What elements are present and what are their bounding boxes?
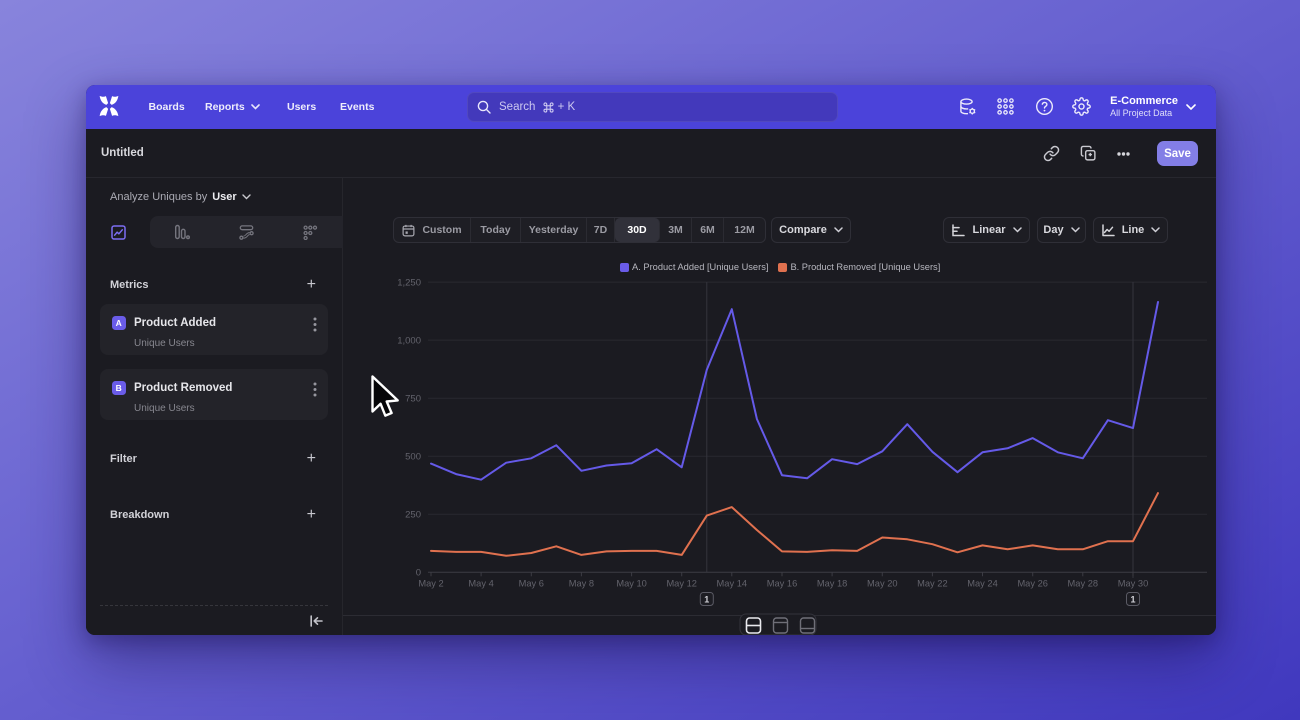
svg-text:May 18: May 18 xyxy=(817,579,848,589)
svg-text:May 30: May 30 xyxy=(1118,579,1149,589)
svg-text:May 10: May 10 xyxy=(616,579,647,589)
svg-text:May 20: May 20 xyxy=(867,579,898,589)
svg-text:250: 250 xyxy=(405,509,421,520)
svg-text:500: 500 xyxy=(405,451,421,462)
svg-text:May 8: May 8 xyxy=(569,579,594,589)
svg-text:May 4: May 4 xyxy=(468,579,493,589)
svg-text:May 12: May 12 xyxy=(666,579,697,589)
svg-text:May 28: May 28 xyxy=(1068,579,1099,589)
svg-text:1,250: 1,250 xyxy=(397,277,421,288)
svg-text:May 26: May 26 xyxy=(1017,579,1047,589)
svg-text:1: 1 xyxy=(1130,594,1135,604)
svg-text:May 22: May 22 xyxy=(917,579,948,589)
svg-text:May 24: May 24 xyxy=(967,579,998,589)
svg-text:May 2: May 2 xyxy=(418,579,443,589)
svg-text:750: 750 xyxy=(405,393,421,404)
svg-text:May 14: May 14 xyxy=(717,579,748,589)
svg-text:1,000: 1,000 xyxy=(397,335,421,346)
svg-text:May 16: May 16 xyxy=(767,579,798,589)
svg-text:1: 1 xyxy=(704,594,709,604)
svg-text:0: 0 xyxy=(416,568,421,579)
svg-text:May 6: May 6 xyxy=(519,579,544,589)
